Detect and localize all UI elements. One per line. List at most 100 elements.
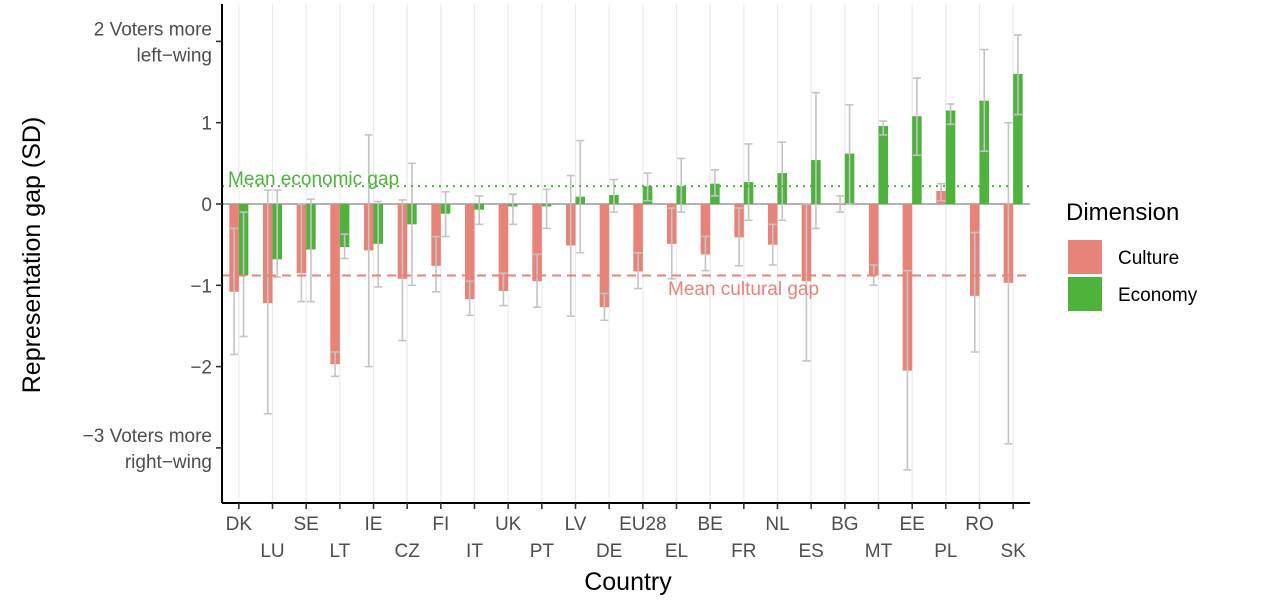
y-tick-label: 2 Voters more left−wing bbox=[94, 19, 212, 66]
bar-economy-ro bbox=[979, 100, 989, 204]
error-bar-culture-it bbox=[465, 280, 474, 317]
bar-economy-lt bbox=[339, 204, 350, 248]
bar-economy-ee bbox=[912, 116, 922, 204]
error-bar-culture-de bbox=[600, 292, 609, 322]
error-bar-culture-bg bbox=[836, 195, 845, 213]
error-bar-economy-pl bbox=[946, 103, 955, 126]
y-axis-title: Representation gap (SD) bbox=[18, 117, 46, 394]
error-bar-economy-ie bbox=[374, 200, 383, 288]
reference-label-cultural: Mean cultural gap bbox=[668, 279, 819, 300]
error-bar-culture-fr bbox=[735, 207, 744, 267]
x-tick-label-dk: DK bbox=[226, 514, 253, 535]
x-tick-label-es: ES bbox=[798, 541, 823, 562]
error-bar-culture-dk bbox=[230, 227, 239, 356]
error-bar-culture-eu28 bbox=[634, 251, 643, 290]
x-tick-label-el: EL bbox=[665, 541, 688, 562]
error-bar-economy-it bbox=[475, 195, 484, 226]
x-tick-label-bg: BG bbox=[831, 514, 858, 535]
legend-title: Dimension bbox=[1066, 199, 1179, 226]
y-tick-label: 1 bbox=[201, 114, 212, 135]
error-bar-economy-be bbox=[710, 169, 719, 197]
error-bar-culture-lu bbox=[263, 189, 272, 415]
error-bar-culture-lt bbox=[331, 351, 340, 378]
x-tick-label-lt: LT bbox=[329, 541, 350, 562]
x-tick-label-ro: RO bbox=[965, 514, 994, 535]
error-bar-economy-ro bbox=[980, 48, 989, 152]
error-bar-economy-sk bbox=[1013, 34, 1022, 116]
error-bar-economy-lu bbox=[273, 189, 282, 278]
error-bar-economy-uk bbox=[508, 193, 517, 226]
y-tick-label: −1 bbox=[190, 276, 212, 297]
bar-culture-lt bbox=[330, 204, 340, 365]
error-bar-economy-dk bbox=[239, 211, 248, 338]
error-bar-culture-se bbox=[297, 203, 306, 303]
error-bar-economy-fi bbox=[441, 191, 450, 238]
x-tick-label-lv: LV bbox=[565, 514, 587, 535]
bar-economy-pl bbox=[945, 110, 956, 204]
bar-economy-sk bbox=[1013, 73, 1023, 204]
error-bar-economy-nl bbox=[778, 141, 787, 222]
bar-culture-de bbox=[599, 204, 610, 308]
error-bar-culture-nl bbox=[768, 223, 777, 266]
bar-culture-pt bbox=[532, 204, 542, 282]
x-tick-label-sk: SK bbox=[1000, 541, 1026, 562]
legend-label-economy: Economy bbox=[1118, 285, 1198, 306]
x-tick-label-eu28: EU28 bbox=[619, 514, 667, 535]
x-tick-label-ee: EE bbox=[899, 514, 924, 535]
error-bar-economy-es bbox=[811, 91, 820, 230]
x-tick-label-ie: IE bbox=[365, 514, 383, 535]
y-tick-label: 0 bbox=[201, 195, 212, 216]
x-tick-label-se: SE bbox=[293, 514, 318, 535]
bar-economy-mt bbox=[878, 125, 888, 204]
legend: Dimension Culture Economy bbox=[1066, 199, 1198, 311]
y-tick-label: −3 Voters more right−wing bbox=[83, 426, 212, 473]
y-tick-label: −2 bbox=[190, 358, 212, 379]
error-bar-economy-pt bbox=[542, 188, 551, 230]
error-bar-economy-eu28 bbox=[643, 172, 652, 202]
bar-culture-eu28 bbox=[633, 204, 643, 272]
x-tick-label-fr: FR bbox=[731, 541, 756, 562]
error-bar-culture-ee bbox=[903, 269, 912, 471]
x-axis-title: Country bbox=[584, 568, 672, 596]
error-bar-culture-lv bbox=[566, 174, 575, 317]
error-bar-culture-es bbox=[802, 203, 811, 362]
x-tick-label-uk: UK bbox=[495, 514, 522, 535]
x-tick-label-mt: MT bbox=[865, 541, 893, 562]
x-tick-label-be: BE bbox=[697, 514, 722, 535]
bar-culture-mt bbox=[869, 204, 879, 276]
legend-key-economy bbox=[1068, 277, 1102, 311]
x-tick-label-pt: PT bbox=[530, 541, 555, 562]
error-bar-culture-fi bbox=[432, 235, 441, 293]
x-tick-label-fi: FI bbox=[432, 514, 449, 535]
error-bar-culture-pt bbox=[533, 253, 542, 309]
x-tick-label-lu: LU bbox=[260, 541, 284, 562]
legend-key-culture bbox=[1068, 240, 1102, 274]
x-tick-label-pl: PL bbox=[934, 541, 957, 562]
bar-culture-it bbox=[465, 204, 475, 300]
x-tick-label-de: DE bbox=[596, 541, 622, 562]
error-bar-culture-el bbox=[667, 207, 676, 280]
error-bar-culture-uk bbox=[499, 272, 508, 307]
error-bar-economy-de bbox=[609, 178, 618, 213]
error-bar-economy-cz bbox=[407, 162, 416, 287]
error-bar-culture-ro bbox=[970, 231, 979, 353]
error-bar-culture-ie bbox=[364, 134, 373, 368]
error-bar-culture-cz bbox=[398, 199, 407, 342]
error-bar-culture-pl bbox=[937, 182, 946, 202]
error-bar-economy-mt bbox=[879, 120, 888, 136]
x-tick-label-nl: NL bbox=[765, 514, 789, 535]
x-tick-label-cz: CZ bbox=[395, 541, 421, 562]
x-tick-label-it: IT bbox=[466, 541, 483, 562]
error-bar-economy-se bbox=[306, 198, 315, 303]
error-bar-economy-lt bbox=[340, 233, 349, 260]
legend-label-culture: Culture bbox=[1118, 248, 1179, 269]
error-bar-culture-sk bbox=[1004, 121, 1013, 445]
error-bar-economy-fr bbox=[744, 143, 753, 222]
reference-label-economic: Mean economic gap bbox=[228, 169, 399, 190]
error-bar-economy-bg bbox=[845, 104, 854, 205]
error-bar-culture-be bbox=[701, 235, 710, 272]
error-bar-economy-el bbox=[677, 157, 686, 213]
error-bar-economy-ee bbox=[912, 77, 921, 157]
bar-culture-uk bbox=[498, 204, 509, 291]
